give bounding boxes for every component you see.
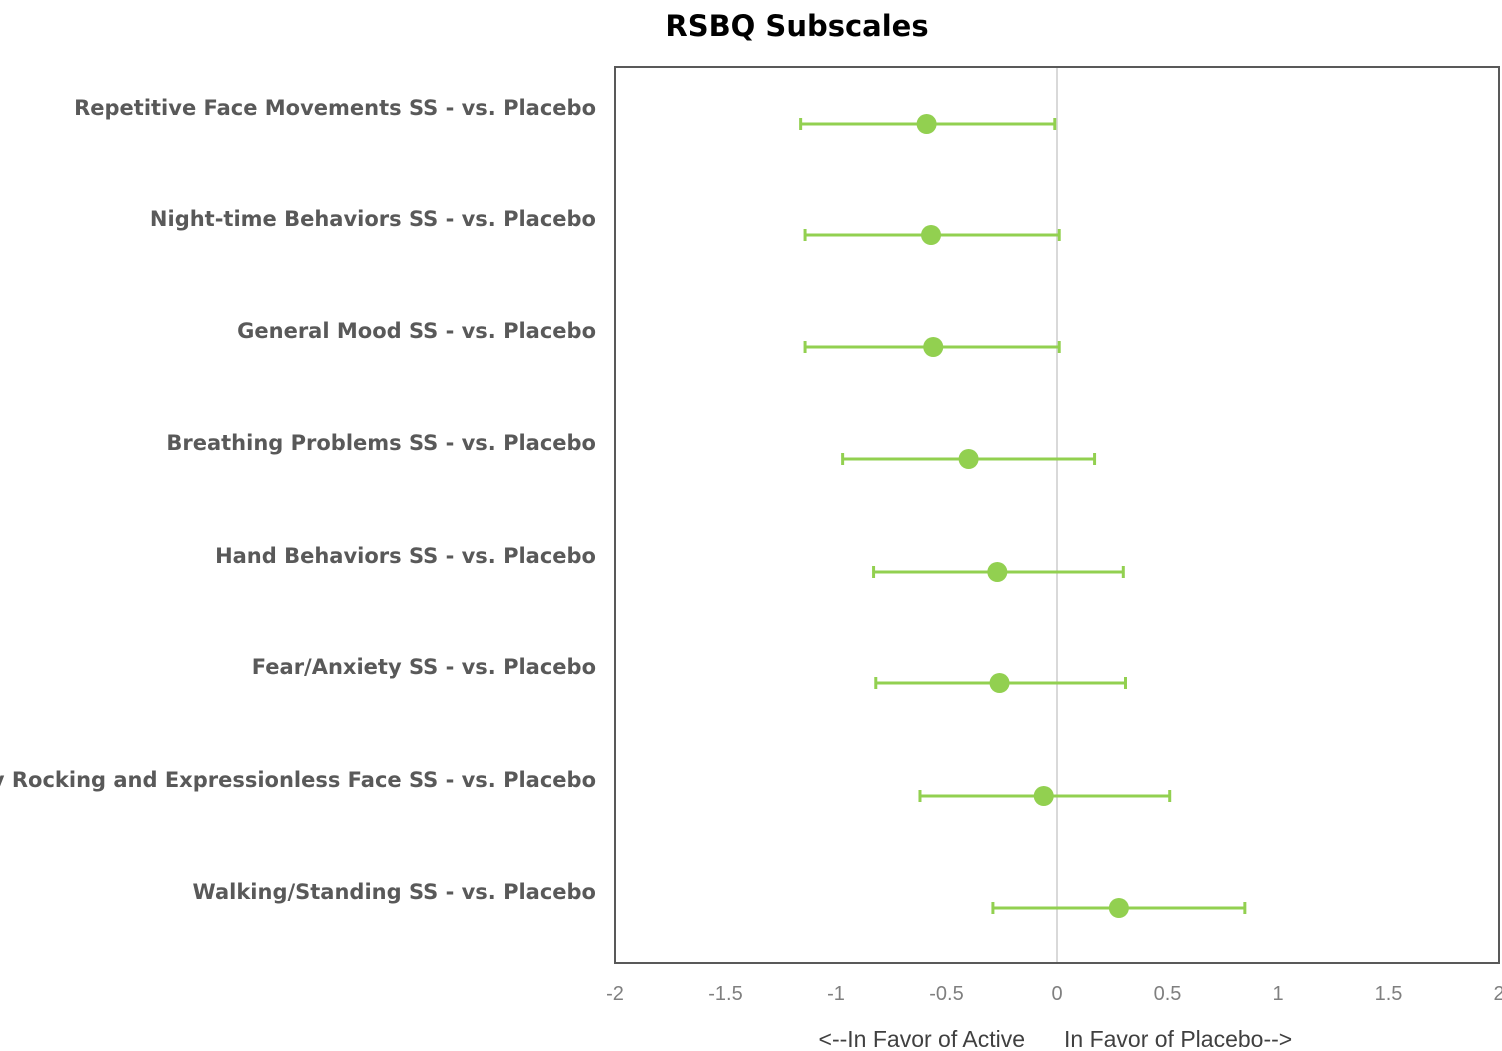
x-tick-label: -1.5 bbox=[708, 983, 742, 1005]
category-label: Night-time Behaviors SS - vs. Placebo bbox=[150, 207, 596, 231]
point-estimate-markers bbox=[916, 114, 1129, 918]
chart-title: RSBQ Subscales bbox=[665, 9, 928, 43]
estimate-marker bbox=[923, 337, 944, 357]
x-tick-label: 1 bbox=[1272, 983, 1283, 1005]
category-label: Walking/Standing SS - vs. Placebo bbox=[193, 880, 596, 904]
estimate-marker bbox=[987, 562, 1008, 582]
estimate-marker bbox=[1108, 898, 1129, 918]
plot-area-border bbox=[614, 66, 1500, 964]
category-labels: Repetitive Face Movements SS - vs. Place… bbox=[0, 96, 596, 904]
x-tick-label: 1.5 bbox=[1375, 983, 1403, 1005]
estimate-marker bbox=[1033, 786, 1054, 806]
estimate-marker bbox=[989, 673, 1010, 693]
x-tick-label: -0.5 bbox=[929, 983, 963, 1005]
x-tick-label: 0 bbox=[1051, 983, 1062, 1005]
category-label: Body Rocking and Expressionless Face SS … bbox=[0, 768, 596, 792]
x-axis-label-left: <--In Favor of Active bbox=[819, 1026, 1025, 1051]
x-axis-tick-labels: -2 -1.5 -1 -0.5 0 0.5 1 1.5 2 bbox=[606, 983, 1502, 1005]
x-tick-label: -1 bbox=[827, 983, 845, 1005]
x-tick-label: -2 bbox=[606, 983, 624, 1005]
estimate-marker bbox=[958, 449, 979, 469]
category-label: Fear/Anxiety SS - vs. Placebo bbox=[252, 655, 596, 679]
x-tick-label: 2 bbox=[1493, 983, 1502, 1005]
category-label: Hand Behaviors SS - vs. Placebo bbox=[215, 544, 596, 568]
estimate-marker bbox=[921, 225, 942, 245]
category-label: Breathing Problems SS - vs. Placebo bbox=[166, 431, 596, 455]
category-label: Repetitive Face Movements SS - vs. Place… bbox=[74, 96, 596, 120]
x-axis-label-right: In Favor of Placebo--> bbox=[1064, 1026, 1292, 1051]
category-label: General Mood SS - vs. Placebo bbox=[237, 319, 596, 343]
confidence-interval-bars bbox=[799, 118, 1247, 914]
x-tick-label: 0.5 bbox=[1154, 983, 1182, 1005]
estimate-marker bbox=[916, 114, 937, 134]
